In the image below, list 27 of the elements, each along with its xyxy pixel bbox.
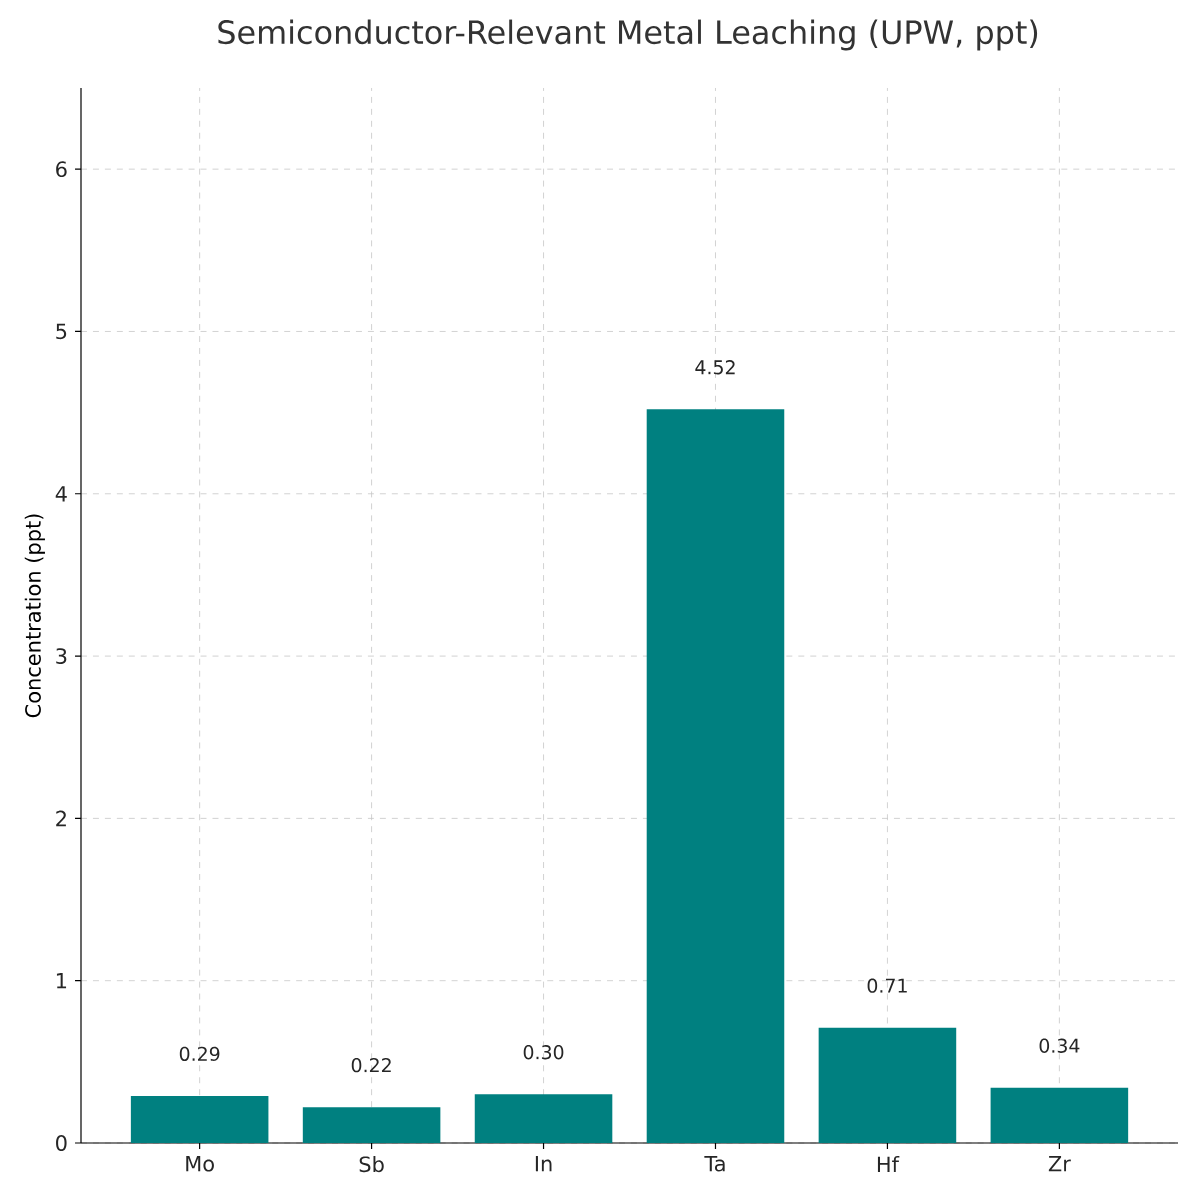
data-label: 0.71 <box>867 978 907 993</box>
y-tick-label: 1 <box>56 973 67 989</box>
data-label: 0.34 <box>1039 1038 1080 1053</box>
x-tick-label: Hf <box>877 1156 900 1172</box>
data-label: 0.22 <box>351 1058 391 1073</box>
bar <box>990 1087 1129 1143</box>
x-tick-label: Mo <box>186 1156 214 1172</box>
y-axis-title: Concentration (ppt) <box>24 514 45 718</box>
x-tick-label: In <box>535 1156 552 1172</box>
bar <box>646 409 785 1143</box>
y-tick-label: 3 <box>56 648 67 664</box>
bar <box>302 1107 441 1143</box>
data-label: 0.29 <box>179 1046 220 1062</box>
data-label: 4.52 <box>695 360 735 375</box>
y-tick-label: 4 <box>55 486 67 502</box>
chart-title: Semiconductor-Relevant Metal Leaching (UPW, ppt) <box>218 19 1038 51</box>
data-label: 0.30 <box>523 1045 564 1060</box>
bar <box>818 1027 957 1143</box>
bar <box>474 1094 613 1143</box>
y-tick-label: 5 <box>56 323 67 340</box>
x-tick-label: Ta <box>704 1156 725 1172</box>
x-tick-label: Zr <box>1048 1156 1071 1172</box>
x-tick-label: Sb <box>359 1156 384 1173</box>
bar <box>130 1095 269 1143</box>
y-tick-label: 6 <box>56 161 67 178</box>
y-tick-label: 2 <box>56 810 66 827</box>
y-tick-label: 0 <box>56 1135 67 1151</box>
